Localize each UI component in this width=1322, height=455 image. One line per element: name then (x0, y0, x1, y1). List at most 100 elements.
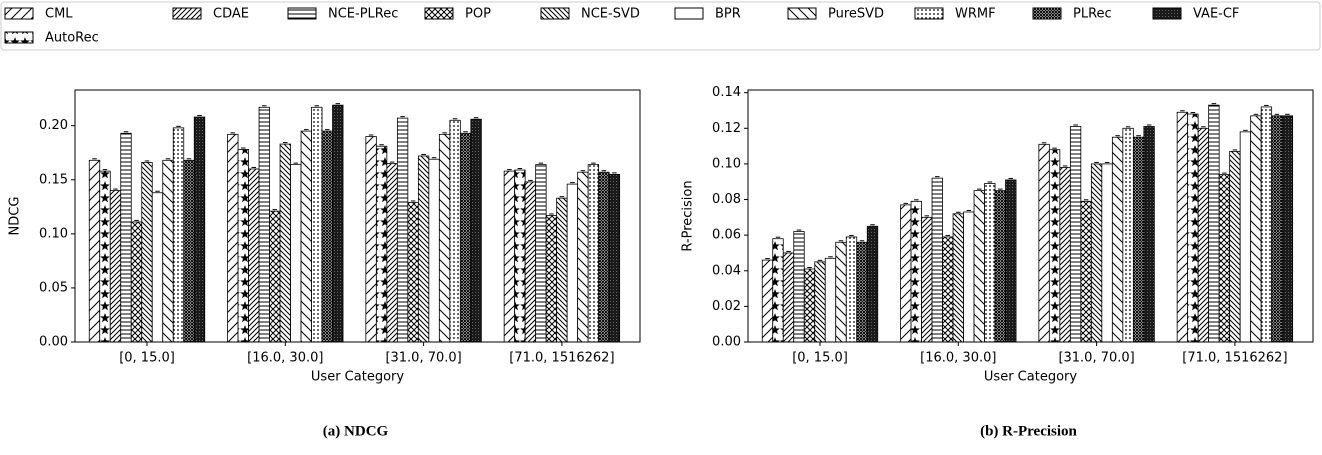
bar (1048, 149, 1061, 343)
y-tick-label: 0.05 (39, 280, 68, 295)
legend-label: VAE-CF (1193, 7, 1239, 22)
legend-label: PLRec (1073, 7, 1112, 22)
bar (814, 261, 826, 343)
bar (952, 213, 964, 343)
bar (1122, 127, 1134, 343)
x-tick-label: [0, 15.0] (792, 351, 848, 366)
bar (835, 241, 847, 343)
bar (396, 117, 409, 343)
bar (386, 163, 398, 343)
bar (556, 197, 568, 343)
bar (782, 252, 795, 343)
bar (1239, 131, 1252, 343)
x-tick-label: [71.0, 1516262] (1182, 351, 1287, 366)
y-tick-label: 0.14 (712, 85, 741, 100)
bar (824, 257, 837, 343)
x-tick-label: [0, 15.0] (119, 351, 175, 366)
axes-frame (74, 89, 641, 343)
legend-label: CML (45, 7, 73, 22)
legend-label: BPR (715, 7, 741, 22)
y-tick-label: 0.00 (39, 335, 68, 350)
axes-frame (747, 89, 1314, 343)
legend-swatch (1032, 7, 1062, 20)
y-tick-label: 0.00 (712, 335, 741, 350)
y-tick-label: 0.10 (39, 226, 68, 241)
subplot-title: (a) NDCG (323, 423, 389, 439)
subplot-title: (b) R-Precision (980, 423, 1077, 439)
bar (598, 171, 610, 343)
y-tick-label: 0.12 (712, 121, 741, 136)
bar (900, 204, 912, 343)
legend-label: PureSVD (828, 7, 884, 22)
bar (984, 183, 996, 343)
bar (300, 130, 312, 343)
bar (503, 170, 516, 343)
bar (1090, 163, 1103, 343)
legend-label: NCE-SVD (581, 7, 640, 22)
bar (365, 136, 377, 343)
bar (803, 268, 816, 343)
bar (1101, 163, 1113, 343)
bar (963, 211, 975, 343)
y-tick-label: 0.20 (39, 118, 68, 133)
legend-label: POP (465, 7, 491, 22)
bar (258, 106, 270, 343)
bar (290, 164, 302, 343)
bar (428, 158, 440, 343)
x-tick-label: [31.0, 70.0] (1058, 351, 1134, 366)
x-tick-label: [16.0, 30.0] (920, 351, 996, 366)
legend-swatch (540, 7, 570, 20)
x-tick-label: [16.0, 30.0] (247, 351, 323, 366)
bar (172, 127, 185, 343)
bar (1197, 127, 1210, 343)
bar (279, 143, 291, 343)
bar (321, 130, 333, 343)
legend-swatch (4, 7, 34, 20)
x-axis-label: User Category (311, 370, 404, 385)
bar (856, 241, 868, 343)
bar (449, 119, 461, 343)
y-tick-label: 0.04 (712, 263, 741, 278)
bar (566, 183, 579, 343)
bar (845, 236, 858, 343)
bar (1260, 106, 1273, 343)
bar (311, 106, 323, 343)
bar (1281, 115, 1294, 343)
bar (151, 192, 164, 343)
y-tick-label: 0.15 (39, 172, 68, 187)
bar (545, 215, 558, 343)
legend-swatch (787, 7, 817, 20)
y-tick-label: 0.08 (712, 192, 741, 207)
legend-swatch (1152, 7, 1182, 20)
bar (438, 133, 451, 343)
x-axis-label: User Category (984, 370, 1077, 385)
bar (921, 216, 933, 343)
bar (109, 190, 122, 343)
bar (910, 200, 922, 343)
bar (1218, 174, 1231, 343)
bar (1176, 111, 1189, 343)
bar (761, 259, 774, 343)
x-tick-label: [31.0, 70.0] (385, 351, 461, 366)
bar (1250, 115, 1262, 343)
bar (459, 132, 472, 343)
bar (793, 231, 805, 343)
bar (99, 170, 111, 343)
y-tick-label: 0.02 (712, 299, 741, 314)
bar (866, 225, 879, 343)
bar (577, 171, 589, 343)
legend-swatch (4, 31, 34, 44)
bar (130, 221, 143, 343)
legend-box (0, 1, 1321, 51)
x-tick-label: [71.0, 1516262] (509, 351, 614, 366)
legend-swatch (914, 7, 944, 20)
bar (772, 238, 784, 343)
bar (237, 149, 249, 343)
legend-label: NCE-PLRec (328, 7, 398, 22)
bar (973, 190, 985, 343)
bar (1111, 136, 1124, 343)
bar (88, 159, 101, 343)
bar (587, 164, 600, 343)
bar (514, 169, 526, 343)
